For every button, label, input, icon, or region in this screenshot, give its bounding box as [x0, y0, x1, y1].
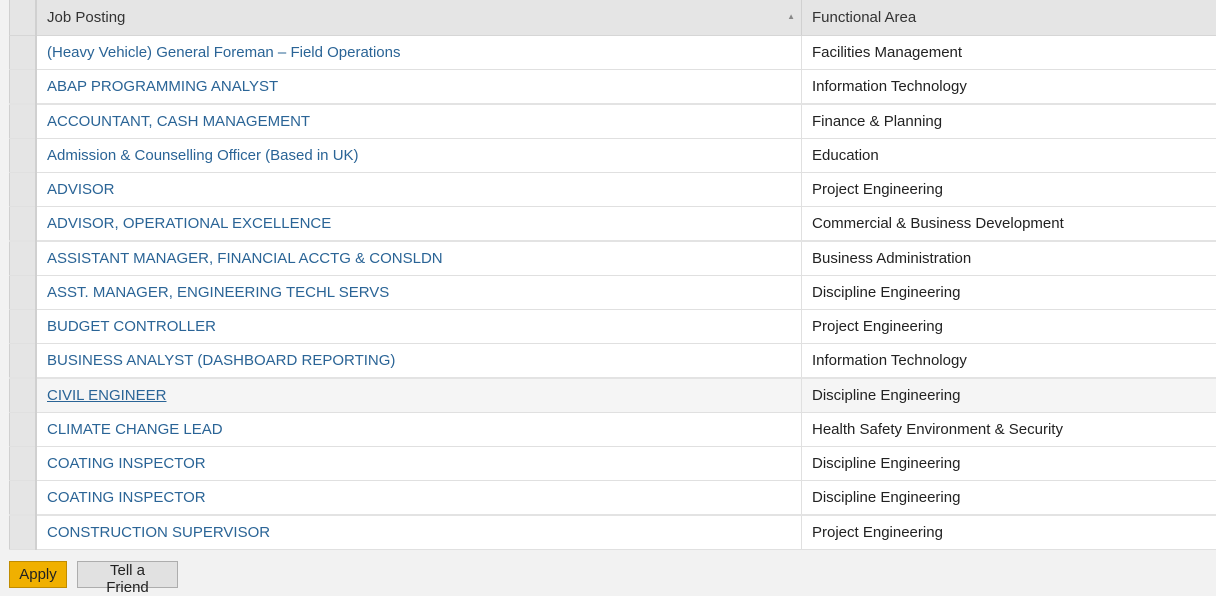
column-header-functional-area[interactable]: Functional Area: [802, 0, 1216, 36]
functional-area-cell: Discipline Engineering: [802, 378, 1216, 413]
functional-area-cell: Project Engineering: [802, 310, 1216, 344]
row-selector[interactable]: [10, 447, 37, 481]
functional-area-cell: Discipline Engineering: [802, 447, 1216, 481]
functional-area-cell: Information Technology: [802, 70, 1216, 105]
job-posting-link[interactable]: BUSINESS ANALYST (DASHBOARD REPORTING): [47, 352, 395, 369]
job-posting-cell: Admission & Counselling Officer (Based i…: [36, 139, 802, 173]
row-selector[interactable]: [10, 104, 37, 139]
job-posting-cell: CLIMATE CHANGE LEAD: [36, 413, 802, 447]
table-row[interactable]: BUSINESS ANALYST (DASHBOARD REPORTING) I…: [10, 344, 1216, 379]
job-posting-link[interactable]: COATING INSPECTOR: [47, 455, 206, 472]
table-row[interactable]: ABAP PROGRAMMING ANALYST Information Tec…: [10, 70, 1216, 105]
table-row[interactable]: COATING INSPECTOR Discipline Engineering: [10, 481, 1216, 516]
functional-area-cell: Facilities Management: [802, 36, 1216, 70]
functional-area-cell: Education: [802, 139, 1216, 173]
tell-a-friend-button[interactable]: Tell a Friend: [77, 561, 178, 588]
column-header-job-posting[interactable]: Job Posting▲: [36, 0, 802, 36]
row-selector[interactable]: [10, 70, 37, 105]
job-postings-table: Job Posting▲ Functional Area (Heavy Vehi…: [9, 0, 1216, 550]
job-posting-link[interactable]: BUDGET CONTROLLER: [47, 318, 216, 335]
functional-area-cell: Project Engineering: [802, 515, 1216, 550]
job-posting-link[interactable]: ADVISOR, OPERATIONAL EXCELLENCE: [47, 215, 331, 232]
row-selector-header: [10, 0, 37, 36]
job-posting-cell: ASST. MANAGER, ENGINEERING TECHL SERVS: [36, 276, 802, 310]
row-selector[interactable]: [10, 515, 37, 550]
functional-area-cell: Health Safety Environment & Security: [802, 413, 1216, 447]
functional-area-cell: Discipline Engineering: [802, 276, 1216, 310]
table-row[interactable]: BUDGET CONTROLLER Project Engineering: [10, 310, 1216, 344]
job-posting-cell: ADVISOR: [36, 173, 802, 207]
row-selector[interactable]: [10, 413, 37, 447]
job-posting-cell: CIVIL ENGINEER: [36, 378, 802, 413]
job-posting-link[interactable]: CONSTRUCTION SUPERVISOR: [47, 524, 270, 541]
job-posting-cell: COATING INSPECTOR: [36, 481, 802, 516]
table-row[interactable]: COATING INSPECTOR Discipline Engineering: [10, 447, 1216, 481]
job-posting-cell: ACCOUNTANT, CASH MANAGEMENT: [36, 104, 802, 139]
job-posting-link[interactable]: ADVISOR: [47, 181, 115, 198]
job-posting-link[interactable]: ABAP PROGRAMMING ANALYST: [47, 78, 278, 95]
table-row[interactable]: ASSISTANT MANAGER, FINANCIAL ACCTG & CON…: [10, 241, 1216, 276]
job-posting-cell: ADVISOR, OPERATIONAL EXCELLENCE: [36, 207, 802, 242]
job-posting-link[interactable]: Admission & Counselling Officer (Based i…: [47, 147, 359, 164]
table-row[interactable]: CONSTRUCTION SUPERVISOR Project Engineer…: [10, 515, 1216, 550]
functional-area-cell: Business Administration: [802, 241, 1216, 276]
functional-area-cell: Discipline Engineering: [802, 481, 1216, 516]
job-posting-link[interactable]: ASST. MANAGER, ENGINEERING TECHL SERVS: [47, 284, 389, 301]
job-posting-link[interactable]: CIVIL ENGINEER: [47, 387, 166, 404]
row-selector[interactable]: [10, 36, 37, 70]
functional-area-cell: Project Engineering: [802, 173, 1216, 207]
job-posting-cell: ABAP PROGRAMMING ANALYST: [36, 70, 802, 105]
table-row[interactable]: ADVISOR Project Engineering: [10, 173, 1216, 207]
table-header: Job Posting▲ Functional Area: [10, 0, 1216, 36]
row-selector[interactable]: [10, 344, 37, 379]
job-posting-cell: CONSTRUCTION SUPERVISOR: [36, 515, 802, 550]
row-selector[interactable]: [10, 139, 37, 173]
row-selector[interactable]: [10, 207, 37, 242]
functional-area-cell: Information Technology: [802, 344, 1216, 379]
job-posting-link[interactable]: COATING INSPECTOR: [47, 489, 206, 506]
job-posting-cell: ASSISTANT MANAGER, FINANCIAL ACCTG & CON…: [36, 241, 802, 276]
row-selector[interactable]: [10, 241, 37, 276]
table-row[interactable]: CLIMATE CHANGE LEAD Health Safety Enviro…: [10, 413, 1216, 447]
table-row[interactable]: CIVIL ENGINEER Discipline Engineering: [10, 378, 1216, 413]
table-row[interactable]: ASST. MANAGER, ENGINEERING TECHL SERVS D…: [10, 276, 1216, 310]
table-row[interactable]: ACCOUNTANT, CASH MANAGEMENT Finance & Pl…: [10, 104, 1216, 139]
row-selector[interactable]: [10, 378, 37, 413]
functional-area-cell: Commercial & Business Development: [802, 207, 1216, 242]
job-posting-cell: (Heavy Vehicle) General Foreman – Field …: [36, 36, 802, 70]
job-posting-link[interactable]: ACCOUNTANT, CASH MANAGEMENT: [47, 113, 310, 130]
job-posting-cell: BUSINESS ANALYST (DASHBOARD REPORTING): [36, 344, 802, 379]
table-row[interactable]: ADVISOR, OPERATIONAL EXCELLENCE Commerci…: [10, 207, 1216, 242]
row-selector[interactable]: [10, 481, 37, 516]
row-selector[interactable]: [10, 173, 37, 207]
job-posting-link[interactable]: CLIMATE CHANGE LEAD: [47, 421, 223, 438]
apply-button[interactable]: Apply: [9, 561, 67, 588]
table-row[interactable]: Admission & Counselling Officer (Based i…: [10, 139, 1216, 173]
job-posting-cell: BUDGET CONTROLLER: [36, 310, 802, 344]
row-selector[interactable]: [10, 310, 37, 344]
sort-ascending-icon[interactable]: ▲: [787, 12, 795, 21]
functional-area-cell: Finance & Planning: [802, 104, 1216, 139]
job-posting-link[interactable]: ASSISTANT MANAGER, FINANCIAL ACCTG & CON…: [47, 250, 443, 267]
job-posting-link[interactable]: (Heavy Vehicle) General Foreman – Field …: [47, 44, 401, 61]
row-selector[interactable]: [10, 276, 37, 310]
table-row[interactable]: (Heavy Vehicle) General Foreman – Field …: [10, 36, 1216, 70]
job-posting-cell: COATING INSPECTOR: [36, 447, 802, 481]
